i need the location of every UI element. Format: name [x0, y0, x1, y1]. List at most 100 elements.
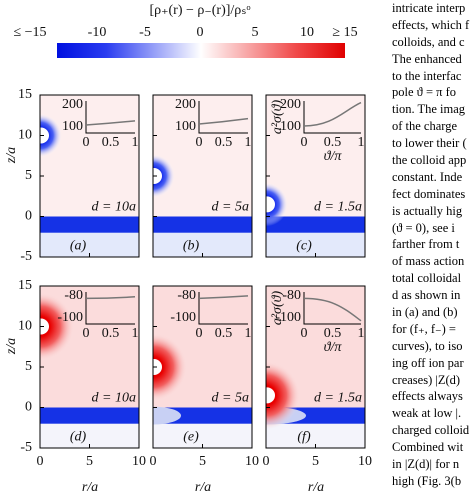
colorbar-tick-label: -5 [139, 25, 151, 40]
text-line: high (Fig. 3(b [392, 473, 462, 488]
inset-x-tick-label: 1 [245, 326, 252, 341]
y-axis-label: z/a [4, 338, 19, 355]
text-line: The enhanced [392, 51, 462, 66]
colloid [40, 127, 49, 144]
inset-axes [303, 292, 361, 325]
y-tick-label: 0 [25, 400, 32, 415]
halo [153, 154, 175, 198]
inset-curve [303, 101, 362, 127]
inset-axes [85, 292, 135, 325]
text-line: in |Z(d)| for n [392, 457, 460, 472]
text-line: ing off ion par [392, 355, 464, 370]
colloid [153, 168, 162, 184]
inset-y-tick-label: 100 [280, 119, 301, 134]
colorbar-tick-label: ≥ 15 [332, 25, 357, 40]
inset-curve [198, 117, 249, 125]
colorbar-tick-label: ≤ −15 [13, 25, 46, 40]
inset-axes [198, 292, 248, 325]
text-line: creases) |Z(d) [392, 372, 461, 387]
text-line: effects, which f [392, 17, 470, 32]
d-label: d = 10a [92, 391, 136, 406]
inset-x-tick-label: 0.5 [102, 135, 120, 150]
colorbar-tick-label: 5 [252, 25, 259, 40]
inset-x-tick-label: 1 [358, 326, 365, 341]
x-tick-label: 0 [150, 454, 157, 469]
text-line: fect dominates [392, 186, 466, 201]
x-tick-label: 5 [312, 454, 319, 469]
panel-letter: (e) [183, 430, 199, 445]
region-above [153, 95, 252, 217]
text-line: in (a) and (b) [392, 305, 458, 320]
interface-band [266, 216, 365, 233]
y-tick-label: 15 [18, 278, 32, 293]
text-line: d as shown in [392, 288, 461, 303]
y-axis-label: z/a [4, 147, 19, 164]
inset-x-tick-label: 0 [301, 326, 308, 341]
panel-letter: (b) [183, 239, 200, 254]
d-label: d = 1.5a [314, 391, 362, 406]
colorbar-label: [ρ₊(r) − ρ₋(r)]/ρₛᵒ [149, 3, 250, 18]
x-axis-label: r/a [195, 480, 211, 495]
inset-x-tick-label: 0 [196, 135, 203, 150]
inset-x-tick-label: 0.5 [324, 135, 342, 150]
inset-x-label: ϑ/π [324, 340, 343, 355]
panel [265, 94, 366, 258]
panel [39, 285, 140, 449]
inset-y-tick-label: -100 [57, 310, 83, 325]
x-tick-label: 10 [132, 454, 146, 469]
inset-curve [85, 296, 136, 300]
colorbar-tick-label: 10 [300, 25, 314, 40]
text-line: intricate interp [392, 1, 466, 15]
text-line: curves), to iso [392, 338, 463, 353]
colloid [266, 196, 275, 213]
colloid [266, 387, 275, 404]
heatmap [40, 286, 139, 448]
halo [266, 182, 288, 227]
interface-band [153, 216, 252, 233]
halo [266, 361, 300, 430]
d-label: d = 5a [212, 391, 249, 406]
text-line: effects always [392, 389, 463, 404]
inset-y-tick-label: -80 [282, 288, 301, 303]
text-line: charged colloid [392, 423, 470, 438]
heatmap [40, 95, 139, 257]
region-above [40, 95, 139, 217]
panel-letter: (c) [296, 239, 312, 254]
x-axis-label: r/a [82, 480, 98, 495]
panel-letter: (f) [297, 430, 311, 445]
text-line: (ϑ = 0), see i [392, 220, 455, 235]
text-line: weak at low |. [392, 406, 462, 421]
colorbar-tick-label: -10 [88, 25, 107, 40]
band-gap [153, 406, 181, 425]
colloid [153, 359, 162, 375]
x-tick-label: 5 [199, 454, 206, 469]
text-column: intricate interp effects, which f colloids… [392, 0, 474, 490]
y-tick-label: 10 [18, 128, 32, 143]
y-tick-label: 5 [25, 359, 32, 374]
panel [265, 285, 366, 449]
panel [152, 94, 253, 258]
text-line: colloids, and c [392, 34, 465, 49]
y-tick-label: -5 [20, 249, 32, 264]
interface-band [40, 407, 139, 424]
figure: [ρ₊(r) − ρ₋(r)]/ρₛᵒ ≤ −15 -10 -5 0 5 10 ≥ 15z/… [4, 3, 372, 495]
inset-x-tick-label: 0 [83, 135, 90, 150]
x-tick-label: 0 [37, 454, 44, 469]
inset-y-tick-label: -100 [275, 310, 301, 325]
y-tick-label: -5 [20, 440, 32, 455]
inset-x-tick-label: 0.5 [324, 326, 342, 341]
inset-y-label: a²σ(ϑ) [270, 100, 285, 135]
y-tick-label: 15 [18, 87, 32, 102]
panel-letter: (a) [70, 239, 87, 254]
text-line: farther from t [392, 237, 460, 252]
text-line: for (f₊, f₋) = [392, 321, 456, 336]
panel [152, 285, 253, 449]
text-line: constant. Inde [392, 169, 463, 184]
heatmap [153, 95, 252, 257]
x-tick-label: 0 [263, 454, 270, 469]
d-label: d = 10a [92, 200, 136, 215]
inset-x-tick-label: 1 [245, 135, 252, 150]
colloid [40, 318, 49, 335]
y-tick-label: 10 [18, 319, 32, 334]
